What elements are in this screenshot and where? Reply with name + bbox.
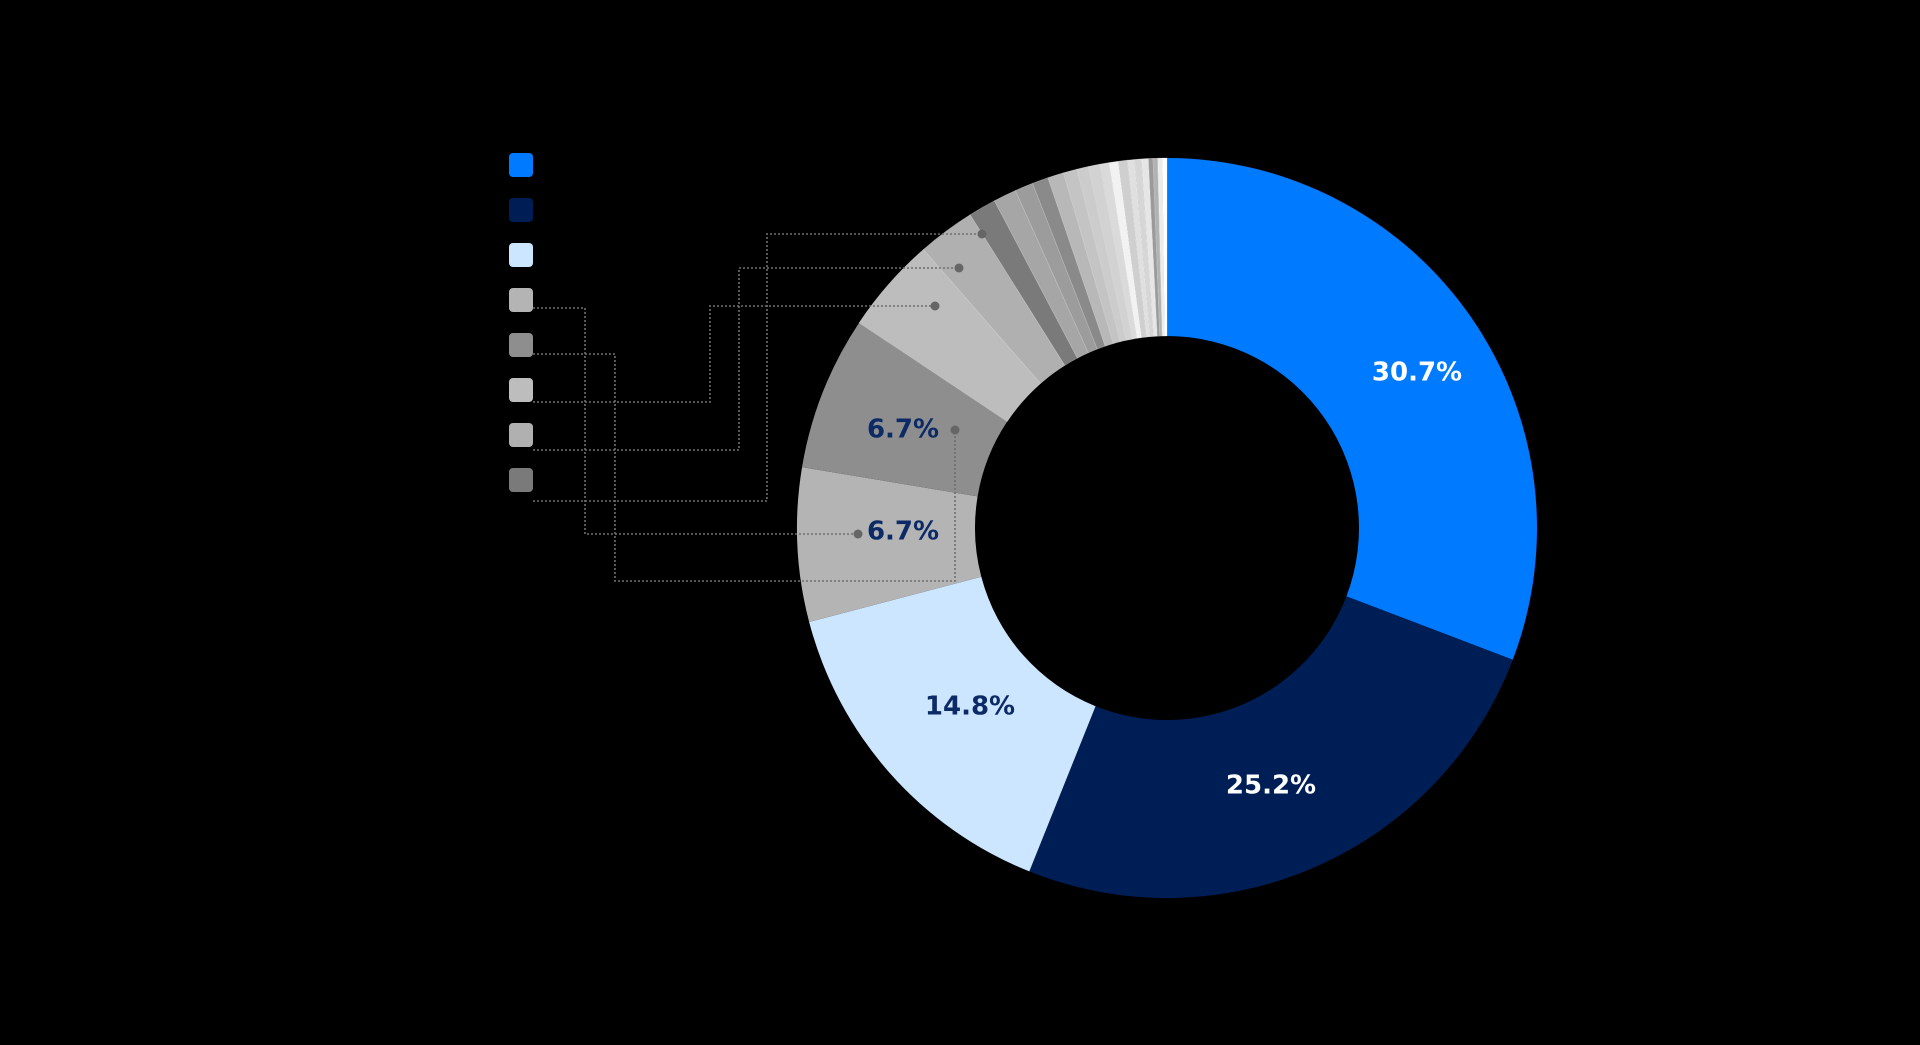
donut-slice[interactable] [1063,168,1121,345]
connector-dot [930,301,940,311]
donut-slice[interactable] [809,576,1096,872]
donut-slice[interactable] [1141,158,1158,337]
slice-percent-label: 30.7% [1372,358,1462,388]
slice-percent-label: 6.7% [867,517,939,547]
connector-line [533,353,956,582]
donut-slice[interactable] [1014,182,1098,354]
connector-line [533,305,935,403]
donut-slice[interactable] [969,200,1078,366]
legend-swatch[interactable] [509,243,533,267]
connector-dot [853,529,863,539]
donut-slice[interactable] [858,249,1042,422]
slice-percent-label: 14.8% [925,692,1015,722]
donut-slice[interactable] [1127,159,1151,338]
slice-labels: 30.7% 25.2% 14.8% 6.7% 6.7% [867,358,1462,801]
legend-swatch[interactable] [509,468,533,492]
legend-swatch[interactable] [509,153,533,177]
donut-slice[interactable] [1099,162,1138,340]
legend-connectors [533,229,987,582]
donut-slice[interactable] [1076,166,1127,343]
legend-swatch[interactable] [509,378,533,402]
donut-slices [796,157,1537,898]
donut-slice[interactable] [1029,596,1513,898]
donut-slice[interactable] [1157,157,1165,337]
connector-dot [954,263,964,273]
donut-slice[interactable] [1032,177,1106,350]
legend-swatch[interactable] [509,423,533,447]
donut-slice[interactable] [796,467,982,622]
connector-dot [977,229,987,239]
connector-line [533,307,858,535]
legend-swatch[interactable] [509,198,533,222]
donut-slice[interactable] [1162,157,1168,337]
slice-percent-label: 6.7% [867,415,939,445]
legend [509,153,533,492]
donut-slice[interactable] [923,214,1066,384]
donut-slice[interactable] [1117,159,1147,339]
donut-slice[interactable] [1167,158,1537,660]
donut-slice[interactable] [1047,172,1114,347]
donut-slice[interactable] [1087,163,1133,341]
donut-slice[interactable] [1134,158,1155,338]
connector-line [533,267,959,451]
donut-slice[interactable] [1108,160,1142,339]
legend-swatch[interactable] [509,333,533,357]
donut-slice[interactable] [1148,157,1161,337]
donut-slice[interactable] [1152,157,1163,337]
legend-swatch[interactable] [509,288,533,312]
connector-line [533,233,982,502]
donut-slice[interactable] [994,190,1089,359]
donut-slice[interactable] [802,322,1008,497]
slice-percent-label: 25.2% [1226,771,1316,801]
connector-dot [950,425,960,435]
